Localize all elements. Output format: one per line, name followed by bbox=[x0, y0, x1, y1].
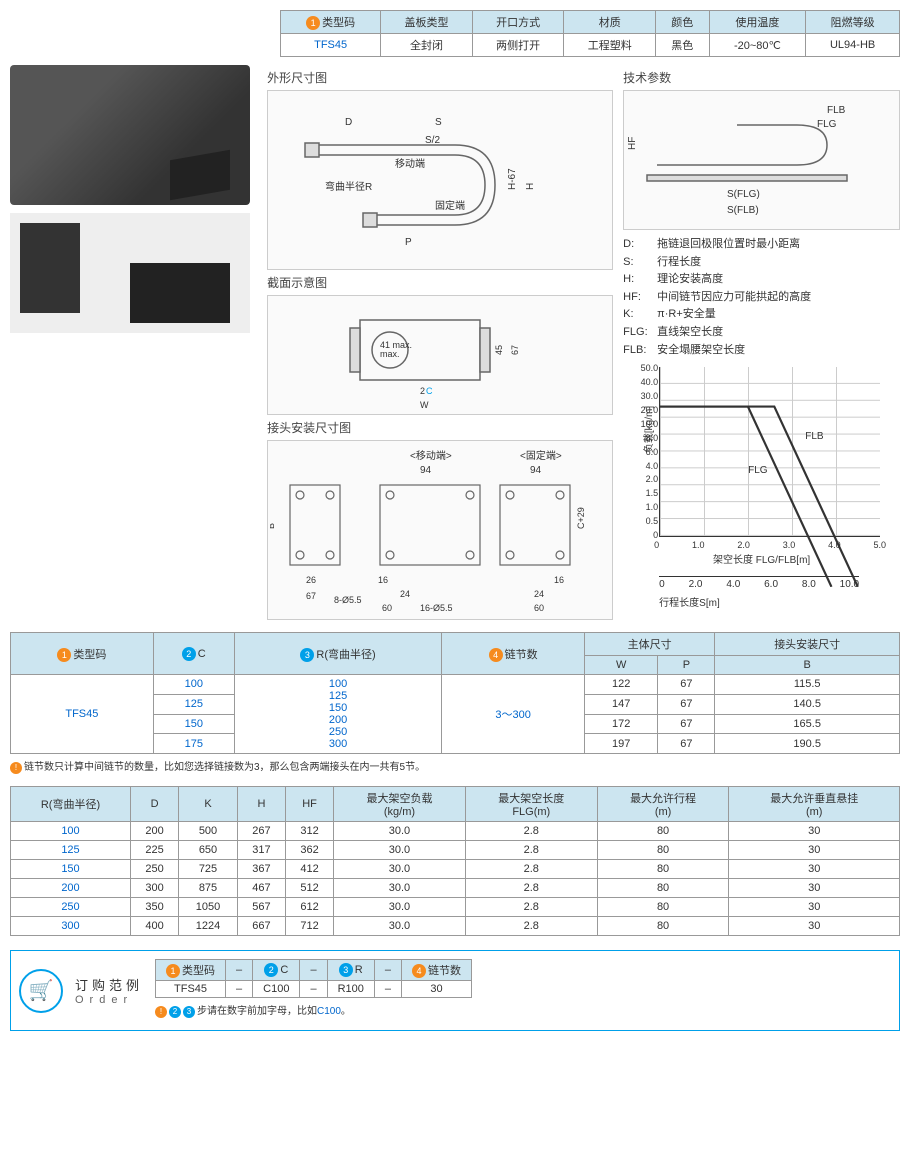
cross-diagram: 41 max. max. 2 C W 45 67 bbox=[267, 295, 613, 415]
cross-title: 截面示意图 bbox=[267, 274, 613, 291]
outline-diagram: D S S/2 移动端 弯曲半径R 固定端 P H-67 H bbox=[267, 90, 613, 270]
svg-text:FLB: FLB bbox=[827, 105, 846, 116]
spec-note: !链节数只计算中间链节的数量，比如您选择链接数为3，那么包含两端接头在内一共有5… bbox=[10, 758, 900, 774]
top-spec-table: 1类型码 盖板类型 开口方式 材质 颜色 使用温度 阻燃等级 TFS45 全封闭… bbox=[280, 10, 900, 57]
outline-title: 外形尺寸图 bbox=[267, 69, 613, 86]
main-layout: 外形尺寸图 D S S/2 移动端 弯曲半径R 固定端 P H-67 bbox=[10, 65, 900, 620]
svg-text:16-Ø5.5: 16-Ø5.5 bbox=[420, 603, 453, 613]
tech-title: 技术参数 bbox=[623, 69, 900, 86]
svg-text:固定端: 固定端 bbox=[435, 199, 465, 212]
spec-table: 1类型码 2C 3R(弯曲半径) 4链节数 主体尺寸 接头安装尺寸 W P B … bbox=[10, 632, 900, 754]
svg-text:FLG: FLG bbox=[817, 119, 837, 130]
r-values: 100125150 200250300 bbox=[234, 675, 441, 754]
svg-text:60: 60 bbox=[382, 603, 392, 613]
product-photo-2 bbox=[10, 213, 250, 333]
svg-text:16: 16 bbox=[554, 575, 564, 585]
svg-text:H-67: H-67 bbox=[507, 168, 518, 190]
svg-text:94: 94 bbox=[530, 465, 542, 476]
svg-text:<移动端>: <移动端> bbox=[410, 449, 452, 462]
svg-text:移动端: 移动端 bbox=[395, 157, 425, 170]
mount-title: 接头安装尺寸图 bbox=[267, 419, 613, 436]
product-photo-1 bbox=[10, 65, 250, 205]
svg-text:45: 45 bbox=[494, 345, 504, 355]
svg-text:max.: max. bbox=[380, 349, 400, 359]
svg-text:P: P bbox=[405, 237, 412, 248]
tech-diagram: FLB FLG HF S(FLG) S(FLB) bbox=[623, 90, 900, 230]
radius-table: R(弯曲半径)DKHHF最大架空负载 (kg/m)最大架空长度 FLG(m)最大… bbox=[10, 786, 900, 936]
mount-diagram: <移动端> <固定端> 94 94 B bbox=[267, 440, 613, 620]
svg-text:8-Ø5.5: 8-Ø5.5 bbox=[334, 595, 362, 605]
svg-text:24: 24 bbox=[534, 589, 544, 599]
order-note: !23步请在数字前加字母，比如C100。 bbox=[155, 1002, 472, 1018]
svg-text:<固定端>: <固定端> bbox=[520, 449, 562, 462]
chart-yticks: 50.040.030.0 20.010.08.0 6.04.02.0 1.51.… bbox=[632, 363, 658, 540]
svg-text:24: 24 bbox=[400, 589, 410, 599]
svg-text:C+29: C+29 bbox=[576, 507, 586, 529]
svg-text:D: D bbox=[345, 117, 352, 128]
svg-text:S(FLG): S(FLG) bbox=[727, 189, 760, 200]
order-example: 🛒 订购范例 Order 1类型码 – 2C – 3R – 4链节数 TFS45… bbox=[10, 950, 900, 1031]
definition-list: D:拖链退回极限位置时最小距离 S:行程长度 H:理论安装高度 HF:中间链节因… bbox=[623, 236, 900, 359]
svg-text:弯曲半径R: 弯曲半径R bbox=[325, 180, 372, 193]
svg-text:B: B bbox=[270, 523, 276, 529]
svg-text:HF: HF bbox=[627, 137, 638, 150]
svg-text:67: 67 bbox=[510, 345, 520, 355]
svg-text:S: S bbox=[435, 117, 442, 128]
svg-text:67: 67 bbox=[306, 591, 316, 601]
order-table: 1类型码 – 2C – 3R – 4链节数 TFS45 – C100 – R10… bbox=[155, 959, 472, 998]
svg-text:26: 26 bbox=[306, 575, 316, 585]
svg-text:H: H bbox=[525, 183, 536, 190]
svg-text:C: C bbox=[426, 386, 433, 396]
load-chart: 负载[kg/m] 50.040.030.0 20.010.08.0 6.04.0… bbox=[659, 367, 880, 537]
badge-1: 1 bbox=[306, 16, 320, 30]
svg-text:2: 2 bbox=[420, 386, 425, 396]
svg-text:W: W bbox=[420, 400, 429, 410]
svg-text:94: 94 bbox=[420, 465, 432, 476]
svg-text:16: 16 bbox=[378, 575, 388, 585]
svg-text:S/2: S/2 bbox=[425, 135, 440, 146]
svg-text:S(FLB): S(FLB) bbox=[727, 205, 759, 216]
svg-text:60: 60 bbox=[534, 603, 544, 613]
cart-icon: 🛒 bbox=[19, 969, 63, 1013]
